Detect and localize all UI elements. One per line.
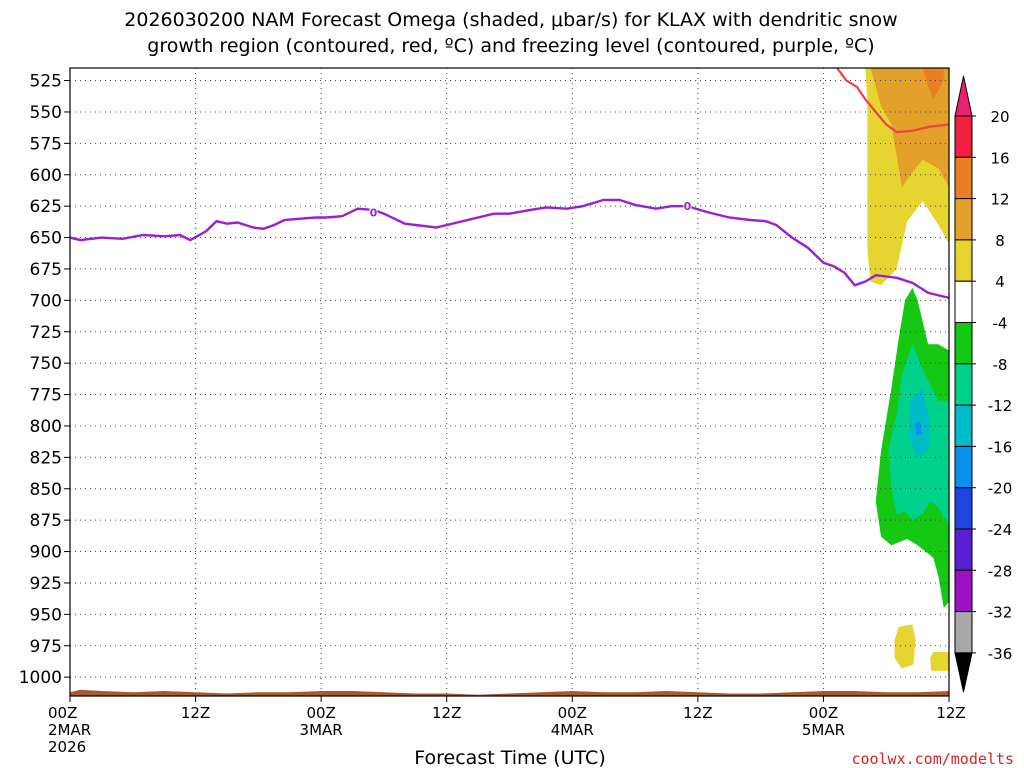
colorbar-band (954, 156, 973, 200)
x-tick-label: 00Z (809, 704, 838, 722)
chart-title-line-1: 2026030200 NAM Forecast Omega (shaded, μ… (124, 9, 897, 31)
x-tick-label: 00Z (48, 704, 77, 722)
colorbar-label: 4 (995, 273, 1005, 291)
colorbar-bottom-arrow (954, 652, 973, 693)
colorbar-label: -16 (988, 438, 1013, 456)
x-tick-label: 12Z (432, 704, 461, 722)
omega-shading (865, 68, 949, 671)
colorbar-label: -20 (988, 480, 1013, 498)
omega-region-8 (930, 652, 949, 671)
x-tick-label: 12Z (936, 704, 965, 722)
y-axis-ticks: 525 550 575 600 625 650 675 700 725 750 775 800 825 8… (19, 72, 70, 688)
x-tick-year: 2026 (48, 738, 86, 756)
freezing-level-label-0: 0 (370, 206, 378, 219)
y-tick-label: 825 (30, 448, 62, 468)
y-tick-label: 700 (30, 291, 62, 311)
colorbar-band (954, 487, 973, 530)
colorbar-label: -8 (993, 356, 1008, 374)
x-tick-date: 3MAR (300, 721, 343, 739)
x-tick-date: 2MAR (48, 721, 91, 739)
y-tick-label: 800 (30, 417, 62, 437)
colorbar-band (954, 322, 973, 365)
colorbar-label: -12 (988, 397, 1013, 415)
colorbar-label: -36 (988, 645, 1013, 663)
freezing-level-line (70, 198, 949, 299)
colorbar-band (954, 280, 973, 324)
colorbar-label: 12 (990, 191, 1009, 209)
colorbar-top-arrow (954, 75, 973, 117)
y-tick-label: 950 (30, 605, 62, 625)
colorbar-label: 16 (990, 149, 1009, 167)
x-tick-label: 00Z (558, 704, 587, 722)
terrain-shading (70, 689, 949, 696)
y-tick-label: 925 (30, 574, 62, 594)
y-tick-label: 850 (30, 480, 62, 500)
colorbar-label: -4 (993, 315, 1008, 333)
freezing-level-label-bg (683, 199, 692, 213)
y-tick-label: 900 (30, 543, 62, 563)
y-tick-label: 1000 (19, 668, 62, 688)
colorbar-band (954, 528, 973, 571)
colorbar-band (954, 198, 973, 241)
colorbar-band (954, 569, 973, 613)
omega-region-7 (894, 624, 916, 669)
colorbar-label: 20 (990, 108, 1009, 126)
y-tick-label: 575 (30, 134, 62, 154)
colorbar-label: -28 (988, 562, 1013, 580)
y-tick-label: 975 (30, 637, 62, 657)
freezing-level-label-1: 0 (684, 200, 692, 213)
colorbar-band (954, 445, 973, 489)
y-tick-label: 650 (30, 229, 62, 249)
colorbar-band (954, 239, 973, 282)
dgz-isotherm-line (836, 68, 949, 134)
colorbar-label: -24 (988, 521, 1013, 539)
colorbar: 20 16 12 8 4 -4 -8 -12 -16 -20 -24 -28 -32 -36 (954, 75, 1013, 693)
credit-text: coolwx.com/modelts (851, 750, 1014, 768)
y-tick-label: 625 (30, 197, 62, 217)
x-tick-label: 00Z (306, 704, 335, 722)
x-tick-date: 4MAR (551, 721, 594, 739)
y-tick-label: 600 (30, 166, 62, 186)
colorbar-band (954, 611, 973, 654)
freezing-level-label-bg (369, 205, 378, 219)
y-tick-label: 725 (30, 323, 62, 343)
y-tick-label: 750 (30, 354, 62, 374)
y-tick-label: 775 (30, 386, 62, 406)
colorbar-band (954, 115, 973, 158)
y-tick-label: 675 (30, 260, 62, 280)
colorbar-band (954, 404, 973, 447)
gridlines (69, 68, 950, 696)
x-tick-label: 12Z (683, 704, 712, 722)
y-tick-label: 525 (30, 72, 62, 92)
omega-region-6 (915, 420, 922, 436)
x-tick-label: 12Z (181, 704, 210, 722)
colorbar-label: 8 (995, 232, 1005, 250)
omega-region-1 (870, 68, 949, 188)
omega-region-2 (922, 68, 944, 100)
colorbar-label: -32 (988, 604, 1013, 622)
y-tick-label: 875 (30, 511, 62, 531)
x-tick-date: 5MAR (802, 721, 845, 739)
y-tick-label: 550 (30, 103, 62, 123)
plot-frame (69, 67, 950, 697)
x-axis-title: Forecast Time (UTC) (414, 747, 605, 768)
colorbar-band (954, 363, 973, 406)
chart-title-line-2: growth region (contoured, red, ºC) and f… (147, 35, 874, 57)
terrain (70, 689, 949, 696)
